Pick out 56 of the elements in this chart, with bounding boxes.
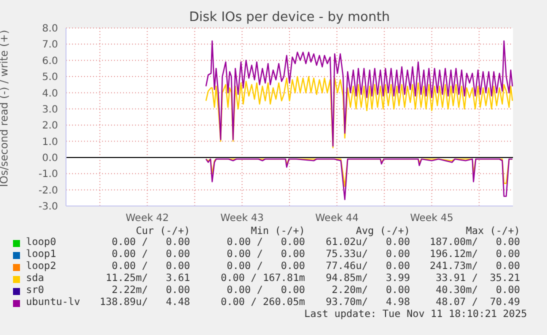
chart-title: Disk IOs per device - by month (188, 10, 391, 25)
line-series (205, 158, 513, 200)
text: 196.12m/ 0.00 (430, 249, 520, 260)
text: Min (-/+) (250, 226, 305, 237)
x-tick-label: Week 44 (315, 213, 359, 224)
y-tick-label: 8.0 (42, 24, 58, 35)
text: 77.46u/ 0.00 (326, 261, 410, 272)
text: 0.00 / 167.81m (220, 273, 305, 284)
x-tick-label: Week 42 (126, 213, 169, 224)
text: 0.00 / 260.05m (220, 297, 305, 308)
legend-label: loop2 (26, 261, 56, 272)
text: 0.00 / 0.00 (112, 249, 190, 260)
legend-label: ubuntu-lv (26, 297, 80, 308)
text: 0.00 / 0.00 (226, 237, 305, 248)
text: 0.00 / 0.00 (226, 249, 305, 260)
y-tick-label: 0.0 (42, 153, 58, 164)
y-tick-label: 5.0 (42, 72, 58, 84)
text: 48.07 / 70.49 (436, 297, 520, 308)
y-tick-label: 3.0 (42, 104, 58, 116)
text: 0.00 / 0.00 (226, 261, 305, 272)
x-tick-label: Week 43 (220, 213, 264, 224)
text: 2.20m/ 0.00 (332, 285, 410, 296)
text: 94.85m/ 3.99 (326, 273, 410, 284)
y-tick-label: 6.0 (42, 56, 58, 67)
x-tick-label: Week 45 (410, 213, 454, 224)
text: Cur (-/+) (136, 226, 190, 237)
text: 241.73m/ 0.00 (430, 261, 520, 272)
text: 93.70m/ 4.98 (326, 297, 410, 308)
line-series (205, 76, 513, 148)
legend-label: sda (26, 273, 44, 284)
text: Avg (-/+) (356, 226, 410, 237)
y-tick-label: 1.0 (42, 136, 58, 148)
legend-label: loop0 (26, 237, 56, 248)
text: 61.02u/ 0.00 (326, 237, 410, 248)
y-tick-label: -1.0 (38, 169, 58, 180)
y-tick-label: 7.0 (42, 40, 58, 51)
text: Max (-/+) (466, 226, 520, 237)
text: 0.00 / 0.00 (112, 237, 190, 248)
text: Last update: Tue Nov 11 18:10:21 2025 (304, 309, 527, 320)
y-axis-title: IOs/second read (-) / write (+) (0, 30, 11, 187)
text: 0.00 / 0.00 (112, 261, 190, 272)
legend-label: sr0 (26, 285, 44, 296)
y-tick-label: 4.0 (42, 88, 58, 100)
text: 11.25m/ 3.61 (106, 273, 190, 284)
text: 33.91 / 35.21 (436, 273, 520, 284)
text: 187.00m/ 0.00 (430, 237, 520, 248)
y-tick-label: -3.0 (38, 202, 58, 213)
text: 138.89u/ 4.48 (100, 297, 190, 308)
text: 75.33u/ 0.00 (326, 249, 410, 260)
y-tick-label: 2.0 (42, 120, 58, 132)
legend-label: loop1 (26, 249, 56, 260)
line-series (205, 40, 513, 147)
text: 0.00 / 0.00 (226, 285, 305, 296)
text: 2.22m/ 0.00 (112, 285, 190, 296)
text: 40.30m/ 0.00 (436, 285, 520, 296)
y-tick-label: -2.0 (38, 185, 58, 196)
